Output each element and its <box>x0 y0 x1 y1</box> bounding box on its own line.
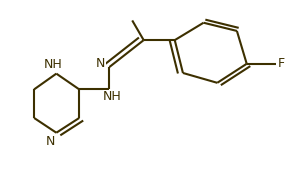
Text: NH: NH <box>103 90 121 103</box>
Text: N: N <box>96 57 106 70</box>
Text: F: F <box>278 57 285 70</box>
Text: NH: NH <box>44 58 63 71</box>
Text: N: N <box>46 135 55 148</box>
